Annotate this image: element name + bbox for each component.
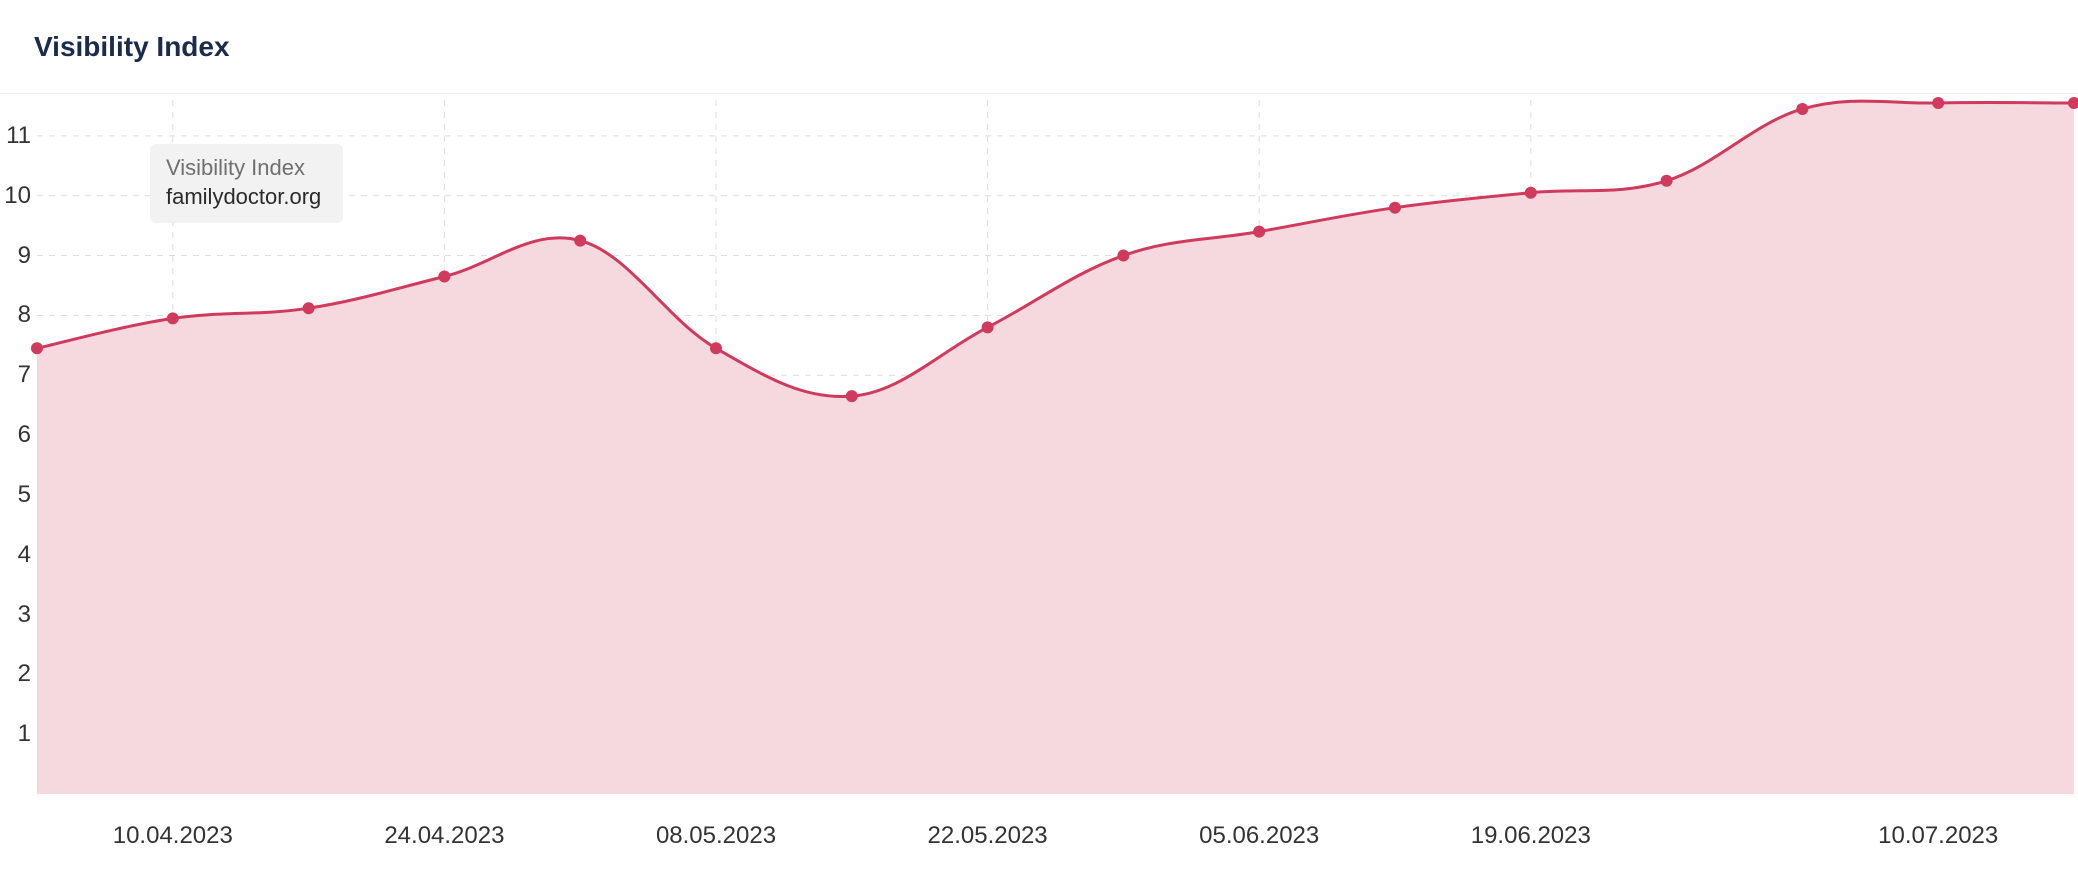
y-axis-label: 11 <box>0 122 31 150</box>
data-point[interactable] <box>846 390 858 402</box>
y-axis-label: 3 <box>0 601 31 629</box>
data-point[interactable] <box>1525 187 1537 199</box>
legend-title: Visibility Index <box>166 154 321 183</box>
data-point[interactable] <box>1796 103 1808 115</box>
data-point[interactable] <box>1932 97 1944 109</box>
y-axis-label: 5 <box>0 481 31 509</box>
legend-domain: familydoctor.org <box>166 183 321 212</box>
chart-card: Visibility Index 1 2 3 4 5 6 7 8 9 10 11 10.04.2023… <box>0 0 2078 896</box>
data-point[interactable] <box>574 235 586 247</box>
y-axis-label: 2 <box>0 660 31 688</box>
x-axis-label: 08.05.2023 <box>656 822 776 850</box>
card-title: Visibility Index <box>34 31 230 63</box>
x-axis-label: 19.06.2023 <box>1471 822 1591 850</box>
data-point[interactable] <box>167 312 179 324</box>
data-point[interactable] <box>710 342 722 354</box>
card-header: Visibility Index <box>0 0 2078 94</box>
chart-plot-area: 1 2 3 4 5 6 7 8 9 10 11 10.04.2023 24.04.2023 08.05.2… <box>0 94 2078 896</box>
x-axis-label: 22.05.2023 <box>928 822 1048 850</box>
chart-legend: Visibility Indexfamilydoctor.org <box>150 144 343 223</box>
y-axis-label: 9 <box>0 242 31 270</box>
data-point[interactable] <box>1117 250 1129 262</box>
data-point[interactable] <box>982 321 994 333</box>
data-point[interactable] <box>438 270 450 282</box>
data-point[interactable] <box>31 342 43 354</box>
data-point[interactable] <box>1389 202 1401 214</box>
y-axis-label: 1 <box>0 720 31 748</box>
data-point[interactable] <box>1661 175 1673 187</box>
y-axis-label: 10 <box>0 182 31 210</box>
data-point[interactable] <box>303 302 315 314</box>
x-axis-label: 05.06.2023 <box>1199 822 1319 850</box>
x-axis-label: 10.04.2023 <box>113 822 233 850</box>
y-axis-label: 6 <box>0 421 31 449</box>
y-axis-label: 8 <box>0 301 31 329</box>
y-axis-label: 4 <box>0 541 31 569</box>
data-point[interactable] <box>1253 226 1265 238</box>
y-axis-label: 7 <box>0 361 31 389</box>
x-axis-label: 10.07.2023 <box>1878 822 1998 850</box>
x-axis-label: 24.04.2023 <box>384 822 504 850</box>
